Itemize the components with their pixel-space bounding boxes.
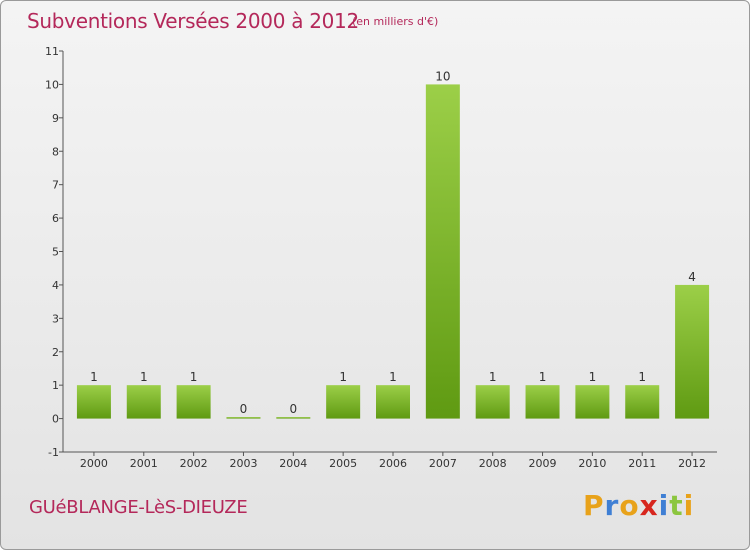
data-label: 1 [539, 370, 547, 384]
y-tick-label: 4 [52, 279, 59, 292]
x-tick-label: 2006 [379, 457, 407, 470]
y-tick-label: 7 [52, 179, 59, 192]
x-tick-label: 2010 [578, 457, 606, 470]
logo-letter: x [639, 489, 659, 522]
y-tick-label: 1 [52, 379, 59, 392]
bar [675, 284, 710, 419]
y-tick-label: 10 [45, 78, 59, 91]
logo-letter: P [583, 489, 605, 522]
data-label: 1 [489, 370, 497, 384]
data-label: 1 [90, 370, 98, 384]
chart-unit: (en milliers d'€) [352, 15, 439, 28]
data-label: 1 [339, 370, 347, 384]
logo-letter: r [604, 489, 620, 522]
x-tick-label: 2003 [229, 457, 257, 470]
bar [475, 385, 510, 419]
x-tick-label: 2002 [180, 457, 208, 470]
bar [176, 385, 211, 419]
bar [376, 385, 410, 419]
logo-letter: i [658, 489, 670, 522]
x-tick-label: 2012 [678, 457, 706, 470]
bar [575, 385, 610, 419]
commune-name: GUéBLANGE-LèS-DIEUZE [29, 497, 248, 518]
y-tick-label: 5 [52, 246, 59, 259]
proxiti-logo[interactable]: Proxiti [583, 489, 694, 522]
y-tick-label: 3 [52, 312, 59, 325]
x-tick-label: 2004 [279, 457, 307, 470]
bar [126, 385, 161, 419]
logo-letter: t [669, 489, 684, 522]
y-tick-label: 9 [52, 112, 59, 125]
x-tick-label: 2001 [130, 457, 158, 470]
logo-letter: i [683, 489, 695, 522]
data-label: 1 [638, 370, 646, 384]
x-tick-label: 2007 [429, 457, 457, 470]
bar [276, 417, 311, 419]
bar [425, 84, 460, 419]
bar [625, 385, 660, 419]
bar [326, 385, 361, 419]
x-tick-label: 2000 [80, 457, 108, 470]
data-label: 1 [589, 370, 597, 384]
y-tick-label: 2 [52, 346, 59, 359]
logo-letter: o [619, 489, 640, 522]
y-tick-label: 8 [52, 145, 59, 158]
bar [76, 385, 111, 419]
y-tick-label: -1 [48, 446, 59, 459]
data-label: 1 [140, 370, 148, 384]
chart-title: Subventions Versées 2000 à 2012 [27, 9, 359, 33]
data-label: 1 [190, 370, 198, 384]
data-label: 0 [289, 402, 297, 416]
data-label: 10 [435, 69, 450, 83]
x-tick-label: 2011 [628, 457, 656, 470]
data-label: 4 [688, 270, 696, 284]
bar [226, 417, 261, 419]
y-tick-label: 6 [52, 212, 59, 225]
x-tick-label: 2008 [479, 457, 507, 470]
x-tick-label: 2005 [329, 457, 357, 470]
data-label: 1 [389, 370, 397, 384]
y-tick-label: 11 [45, 45, 59, 58]
y-tick-label: 0 [52, 413, 59, 426]
x-tick-label: 2009 [529, 457, 557, 470]
data-label: 0 [240, 402, 248, 416]
bar [525, 385, 560, 419]
